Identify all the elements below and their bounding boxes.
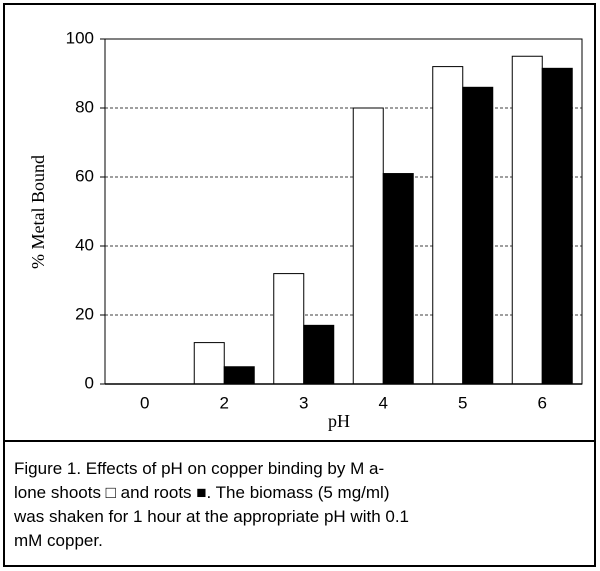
bar [352,107,384,385]
x-tick-label: 4 [379,393,388,412]
y-tick-label: 40 [75,235,94,254]
bar [223,366,255,385]
caption-line: Figure 1. Effects of pH on copper bindin… [14,459,384,478]
y-tick-label: 80 [75,97,94,116]
bar [511,55,543,385]
bar [382,173,414,385]
x-tick-label: 2 [220,393,229,412]
frame [3,3,596,567]
caption-line: mM copper. [14,531,103,550]
caption-line: was shaken for 1 hour at the appropriate… [13,507,409,526]
bar [273,273,305,385]
bar [462,86,494,385]
plot-border [104,38,583,385]
y-axis-label: % Metal Bound [28,155,48,269]
y-tick-label: 20 [75,304,94,323]
y-tick-label: 100 [66,28,94,47]
caption-line: lone shoots □ and roots ■. The biomass (… [14,483,390,502]
bar [541,67,573,385]
x-tick-label: 0 [140,393,149,412]
x-axis-label: pH [328,411,350,431]
bar [303,324,335,385]
x-tick-label: 5 [458,393,467,412]
bar [193,342,225,385]
x-tick-label: 3 [299,393,308,412]
y-tick-label: 60 [75,166,94,185]
x-tick-label: 6 [538,393,547,412]
y-tick-label: 0 [85,373,94,392]
bar [432,66,464,385]
